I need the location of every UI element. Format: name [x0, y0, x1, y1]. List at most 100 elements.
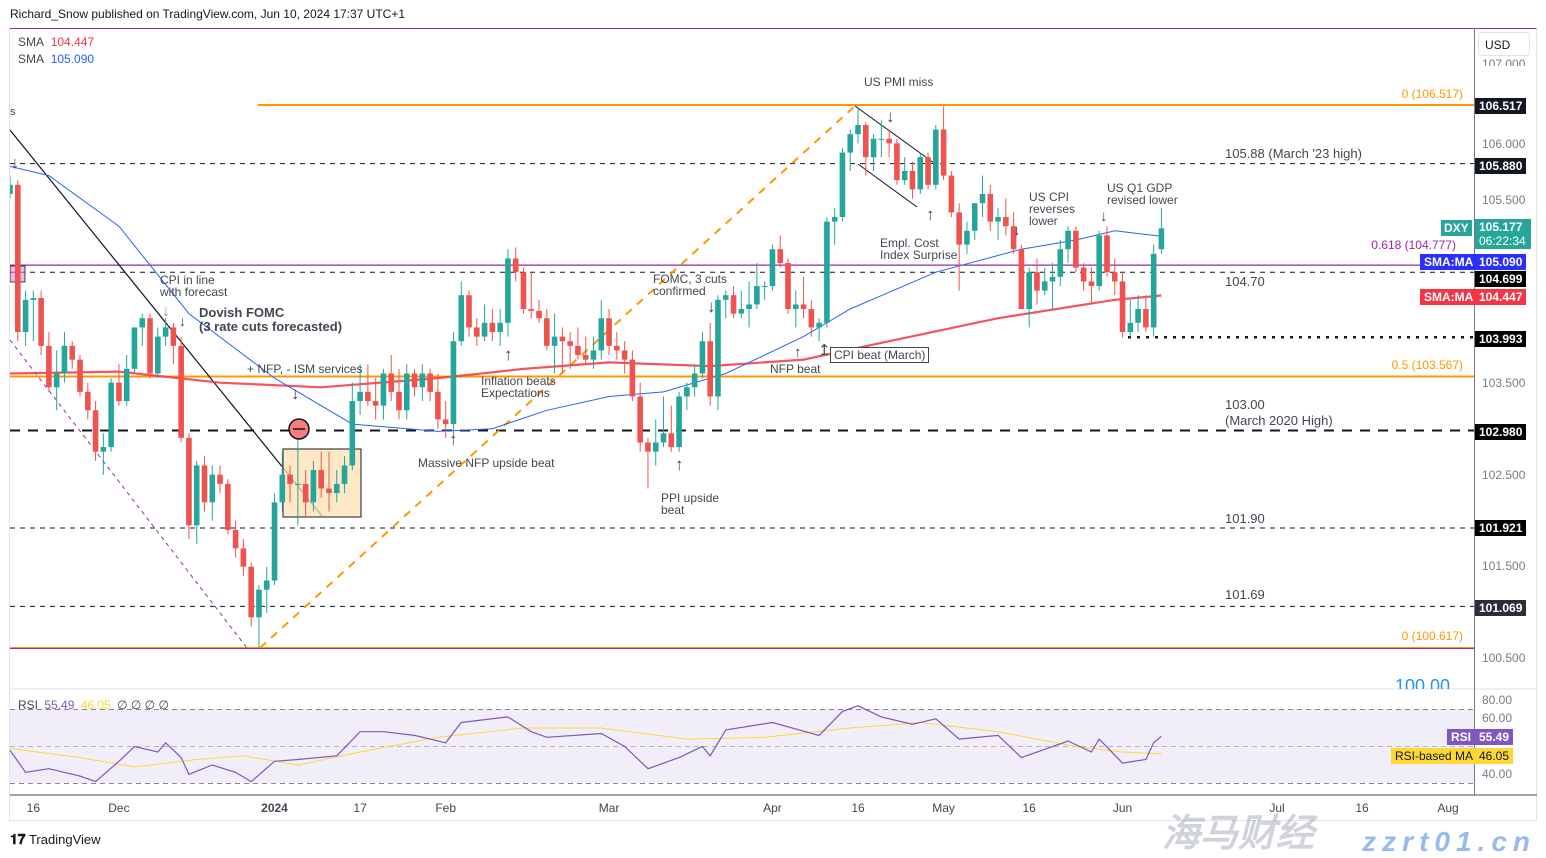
candle	[139, 313, 146, 346]
candle	[69, 341, 76, 369]
candle-body	[1111, 272, 1118, 282]
candle-body	[217, 474, 223, 484]
candle-body	[863, 124, 869, 158]
candle	[691, 364, 698, 397]
candle-body	[396, 391, 402, 411]
time-axis-label: Jun	[1112, 801, 1133, 815]
candle	[474, 318, 480, 346]
candle	[92, 401, 99, 461]
candle	[707, 322, 713, 406]
candle-body	[178, 345, 184, 438]
candle-body	[1150, 253, 1157, 328]
candle-body	[925, 157, 931, 185]
candle-body	[715, 299, 721, 397]
price-tick: 101.500	[1482, 559, 1526, 573]
sma-legend-red[interactable]: SMA 104.447	[18, 35, 94, 49]
currency-selector[interactable]: USD	[1478, 32, 1530, 56]
candle	[427, 368, 433, 402]
candle-body	[668, 433, 675, 448]
sma-legend-blue[interactable]: SMA 105.090	[18, 52, 94, 66]
candle	[722, 290, 729, 319]
candle	[863, 122, 869, 176]
candle-body	[1041, 281, 1048, 291]
rsi-legend[interactable]: RSI 55.49 46.05 ∅ ∅ ∅ ∅	[18, 698, 169, 712]
candle	[668, 405, 675, 452]
candle-body	[676, 396, 682, 448]
candle-body	[746, 304, 752, 310]
candle	[178, 336, 184, 443]
candle-body	[341, 465, 348, 484]
candle	[544, 309, 550, 351]
candle-body	[699, 341, 706, 374]
sma-blue-price-tag: 105.090	[1475, 254, 1527, 270]
candle	[715, 295, 721, 411]
candle-body	[847, 134, 854, 153]
candle-body	[528, 309, 535, 311]
candle-body	[505, 258, 511, 323]
candle-body	[403, 373, 410, 411]
candle-body	[575, 345, 581, 356]
candle	[53, 350, 60, 411]
candle	[240, 539, 247, 576]
candle-body	[964, 230, 970, 245]
candle-body	[442, 419, 449, 425]
candle-body	[100, 447, 107, 452]
candle	[777, 235, 784, 268]
candle	[458, 281, 465, 346]
candle-body	[722, 295, 729, 300]
fib-label-top: 0 (106.517)	[1401, 87, 1463, 101]
fib-label-05: 0.5 (103.567)	[1391, 358, 1463, 372]
candle-body	[839, 152, 846, 218]
annotation-ppi: PPI upside beat	[661, 491, 720, 517]
candle-body	[489, 322, 496, 333]
candle-body	[225, 483, 231, 530]
candle	[372, 378, 379, 420]
annotation-massive-nfp: Massive NFP upside beat	[418, 456, 555, 470]
candle-body	[1143, 309, 1149, 328]
candle	[225, 479, 231, 535]
candle-body	[1119, 281, 1126, 333]
fib-label-618: 0.618 (104.777)	[1371, 238, 1456, 252]
time-axis-label: Mar	[598, 801, 620, 815]
candle	[614, 332, 620, 360]
candle	[1135, 295, 1141, 333]
candle	[598, 299, 605, 360]
time-axis-label: Dec	[108, 801, 130, 815]
candle-body	[10, 184, 13, 194]
candle	[1096, 230, 1102, 291]
candle	[637, 382, 643, 452]
rsi-ma-line	[9, 721, 1162, 768]
sma-red-price-tag: 104.447	[1475, 289, 1527, 305]
candle-body	[481, 322, 488, 337]
candle-body	[1003, 217, 1009, 227]
candle	[824, 217, 830, 328]
annotation-dovish-fomc: Dovish FOMC (3 rate cuts forecasted)	[199, 305, 343, 334]
arrow-down-icon: ↓	[11, 155, 19, 172]
candle	[38, 290, 44, 356]
price-tick: 103.500	[1482, 376, 1526, 390]
sma-label: SMA	[18, 52, 44, 66]
minus-circle-icon	[288, 418, 310, 440]
candle	[855, 106, 861, 144]
candle	[388, 355, 395, 402]
candle	[186, 433, 192, 540]
candle	[792, 290, 799, 328]
candle-body	[831, 217, 838, 222]
tradingview-logo[interactable]: 𝟏𝟕 TradingView	[10, 831, 101, 847]
bar-countdown: 06:22:34	[1479, 234, 1526, 248]
level-label-march23: 105.88 (March '23 high)	[1225, 146, 1362, 161]
candle	[971, 203, 978, 241]
candle-body	[61, 345, 68, 374]
price-tag-102980: 102.980	[1475, 424, 1527, 440]
arrow-down-icon: ↓	[707, 297, 716, 316]
candle	[769, 244, 776, 291]
candle-body	[14, 184, 21, 333]
candle-body	[209, 474, 216, 503]
candle-body	[816, 322, 822, 328]
rsi-ma-label-tag: RSI-based MA	[1391, 748, 1478, 764]
candle	[357, 364, 363, 415]
candle	[419, 364, 426, 402]
candle-body	[131, 327, 138, 369]
candle	[808, 299, 815, 337]
